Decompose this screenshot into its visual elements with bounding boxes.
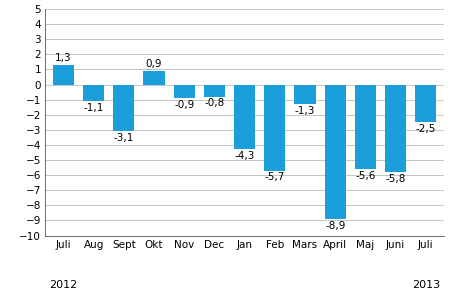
Text: -1,1: -1,1 <box>83 103 104 113</box>
Text: -4,3: -4,3 <box>235 151 255 161</box>
Text: -0,9: -0,9 <box>174 100 194 110</box>
Bar <box>385 85 406 172</box>
Bar <box>53 65 74 85</box>
Text: 1,3: 1,3 <box>55 53 72 63</box>
Text: -1,3: -1,3 <box>295 106 315 116</box>
Text: -8,9: -8,9 <box>325 221 345 231</box>
Bar <box>204 85 225 97</box>
Bar <box>355 85 376 169</box>
Text: -5,8: -5,8 <box>386 174 406 184</box>
Text: -0,8: -0,8 <box>204 98 225 108</box>
Text: -2,5: -2,5 <box>416 124 436 134</box>
Text: -5,7: -5,7 <box>265 172 285 182</box>
Bar <box>415 85 436 122</box>
Bar <box>294 85 316 104</box>
Bar <box>325 85 346 219</box>
Text: 0,9: 0,9 <box>146 59 162 69</box>
Bar <box>83 85 104 101</box>
Text: -5,6: -5,6 <box>355 171 376 181</box>
Bar <box>173 85 195 98</box>
Bar <box>144 71 164 85</box>
Text: -3,1: -3,1 <box>114 133 134 143</box>
Bar <box>234 85 255 149</box>
Text: 2012: 2012 <box>49 280 77 290</box>
Bar <box>264 85 285 171</box>
Bar <box>113 85 135 131</box>
Text: 2013: 2013 <box>412 280 440 290</box>
